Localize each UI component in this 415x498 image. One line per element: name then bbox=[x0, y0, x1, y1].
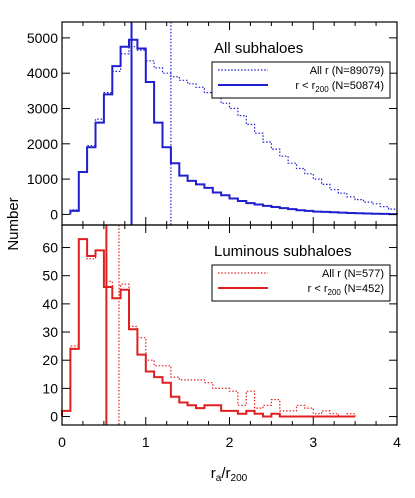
x-tick-label: 3 bbox=[309, 434, 317, 450]
y-tick-label: 50 bbox=[42, 268, 58, 284]
y-tick-label: 40 bbox=[42, 296, 58, 312]
panel-frame-bottom bbox=[61, 224, 398, 426]
y-tick-label: 10 bbox=[42, 380, 58, 396]
panel-title-all: All subhaloes bbox=[214, 40, 303, 57]
panel-title-luminous: Luminous subhaloes bbox=[214, 243, 352, 260]
y-tick-label: 30 bbox=[42, 324, 58, 340]
panel-luminous-subhaloes: 0 10 20 30 40 50 60 0 1 2 3 4 Luminous subhaloes Al… bbox=[42, 224, 401, 450]
series-all-r-0 bbox=[69, 46, 398, 215]
series-r-lt-r200-1 bbox=[61, 238, 356, 418]
x-tick-label: 2 bbox=[226, 434, 234, 450]
legend-entry: r < r200 (N=452) bbox=[308, 283, 384, 297]
x-tick-label: 1 bbox=[142, 434, 150, 450]
y-tick-label: 60 bbox=[42, 240, 58, 256]
legend-box bbox=[211, 264, 391, 302]
series-r-lt-r200-0 bbox=[69, 38, 398, 216]
x-tick-label: 4 bbox=[393, 434, 401, 450]
legend-entry: r < r200 (N=50874) bbox=[295, 80, 384, 94]
y-tick-label: 4000 bbox=[27, 65, 58, 81]
y-tick-label: 5000 bbox=[27, 30, 58, 46]
legend-entry: All r (N=577) bbox=[322, 268, 384, 280]
y-tick-label: 0 bbox=[50, 409, 58, 425]
x-axis-label: ra/r200 bbox=[211, 465, 248, 484]
y-axis-label: Number bbox=[5, 197, 22, 250]
x-tick-label: 0 bbox=[58, 434, 66, 450]
y-tick-label: 2000 bbox=[27, 136, 58, 152]
y-tick-label: 0 bbox=[50, 206, 58, 222]
y-tick-label: 20 bbox=[42, 352, 58, 368]
panel-all-subhaloes: 0 1000 2000 3000 4000 5000 All subhaloes All … bbox=[27, 21, 398, 226]
y-tick-label: 1000 bbox=[27, 171, 58, 187]
legend-all: All r (N=89079) r < r200 (N=50874) bbox=[211, 61, 391, 99]
legend-luminous: All r (N=577) r < r200 (N=452) bbox=[211, 264, 391, 302]
legend-box bbox=[211, 61, 391, 99]
legend-entry: All r (N=89079) bbox=[310, 65, 384, 77]
y-tick-label: 3000 bbox=[27, 100, 58, 116]
